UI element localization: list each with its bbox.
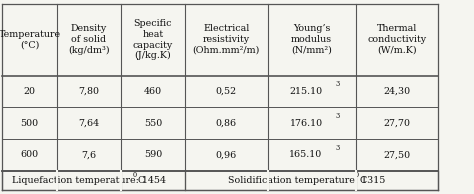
Text: 0: 0 xyxy=(354,171,358,178)
Text: 27,70: 27,70 xyxy=(383,119,410,128)
Text: 460: 460 xyxy=(144,87,162,96)
Text: 0,52: 0,52 xyxy=(216,87,237,96)
Text: 24,30: 24,30 xyxy=(383,87,410,96)
Text: 500: 500 xyxy=(20,119,39,128)
Text: Electrical
resistivity
(Ohm.mm²/m): Electrical resistivity (Ohm.mm²/m) xyxy=(192,24,260,55)
Text: 3: 3 xyxy=(336,144,340,152)
Text: C: C xyxy=(359,176,366,185)
Text: Liquefaction temperature: 1454: Liquefaction temperature: 1454 xyxy=(12,176,166,185)
Text: Young’s
modulus
(N/mm²): Young’s modulus (N/mm²) xyxy=(291,24,332,55)
Text: 3: 3 xyxy=(336,81,340,88)
Text: 590: 590 xyxy=(144,150,162,159)
Text: 165.10: 165.10 xyxy=(289,150,323,159)
Text: Density
of solid
(kg/dm³): Density of solid (kg/dm³) xyxy=(68,24,109,55)
Text: 20: 20 xyxy=(24,87,36,96)
Text: C: C xyxy=(137,176,145,185)
Text: 7,64: 7,64 xyxy=(78,119,100,128)
Text: 550: 550 xyxy=(144,119,162,128)
Text: 0: 0 xyxy=(132,171,137,178)
Text: Temperature
(°C): Temperature (°C) xyxy=(0,30,61,50)
Text: 7,80: 7,80 xyxy=(78,87,100,96)
Text: Thermal
conductivity
(W/m.K): Thermal conductivity (W/m.K) xyxy=(367,24,427,55)
Text: 176.10: 176.10 xyxy=(290,119,322,128)
Text: 7,6: 7,6 xyxy=(82,150,96,159)
Text: 600: 600 xyxy=(20,150,39,159)
Text: 3: 3 xyxy=(336,112,340,120)
Text: Specific
heat
capacity
(J/kg.K): Specific heat capacity (J/kg.K) xyxy=(133,19,173,61)
Text: Solidification temperature: 1315: Solidification temperature: 1315 xyxy=(228,176,386,185)
Text: 27,50: 27,50 xyxy=(383,150,410,159)
Text: 0,86: 0,86 xyxy=(216,119,237,128)
Text: 215.10: 215.10 xyxy=(290,87,322,96)
Text: 0,96: 0,96 xyxy=(216,150,237,159)
